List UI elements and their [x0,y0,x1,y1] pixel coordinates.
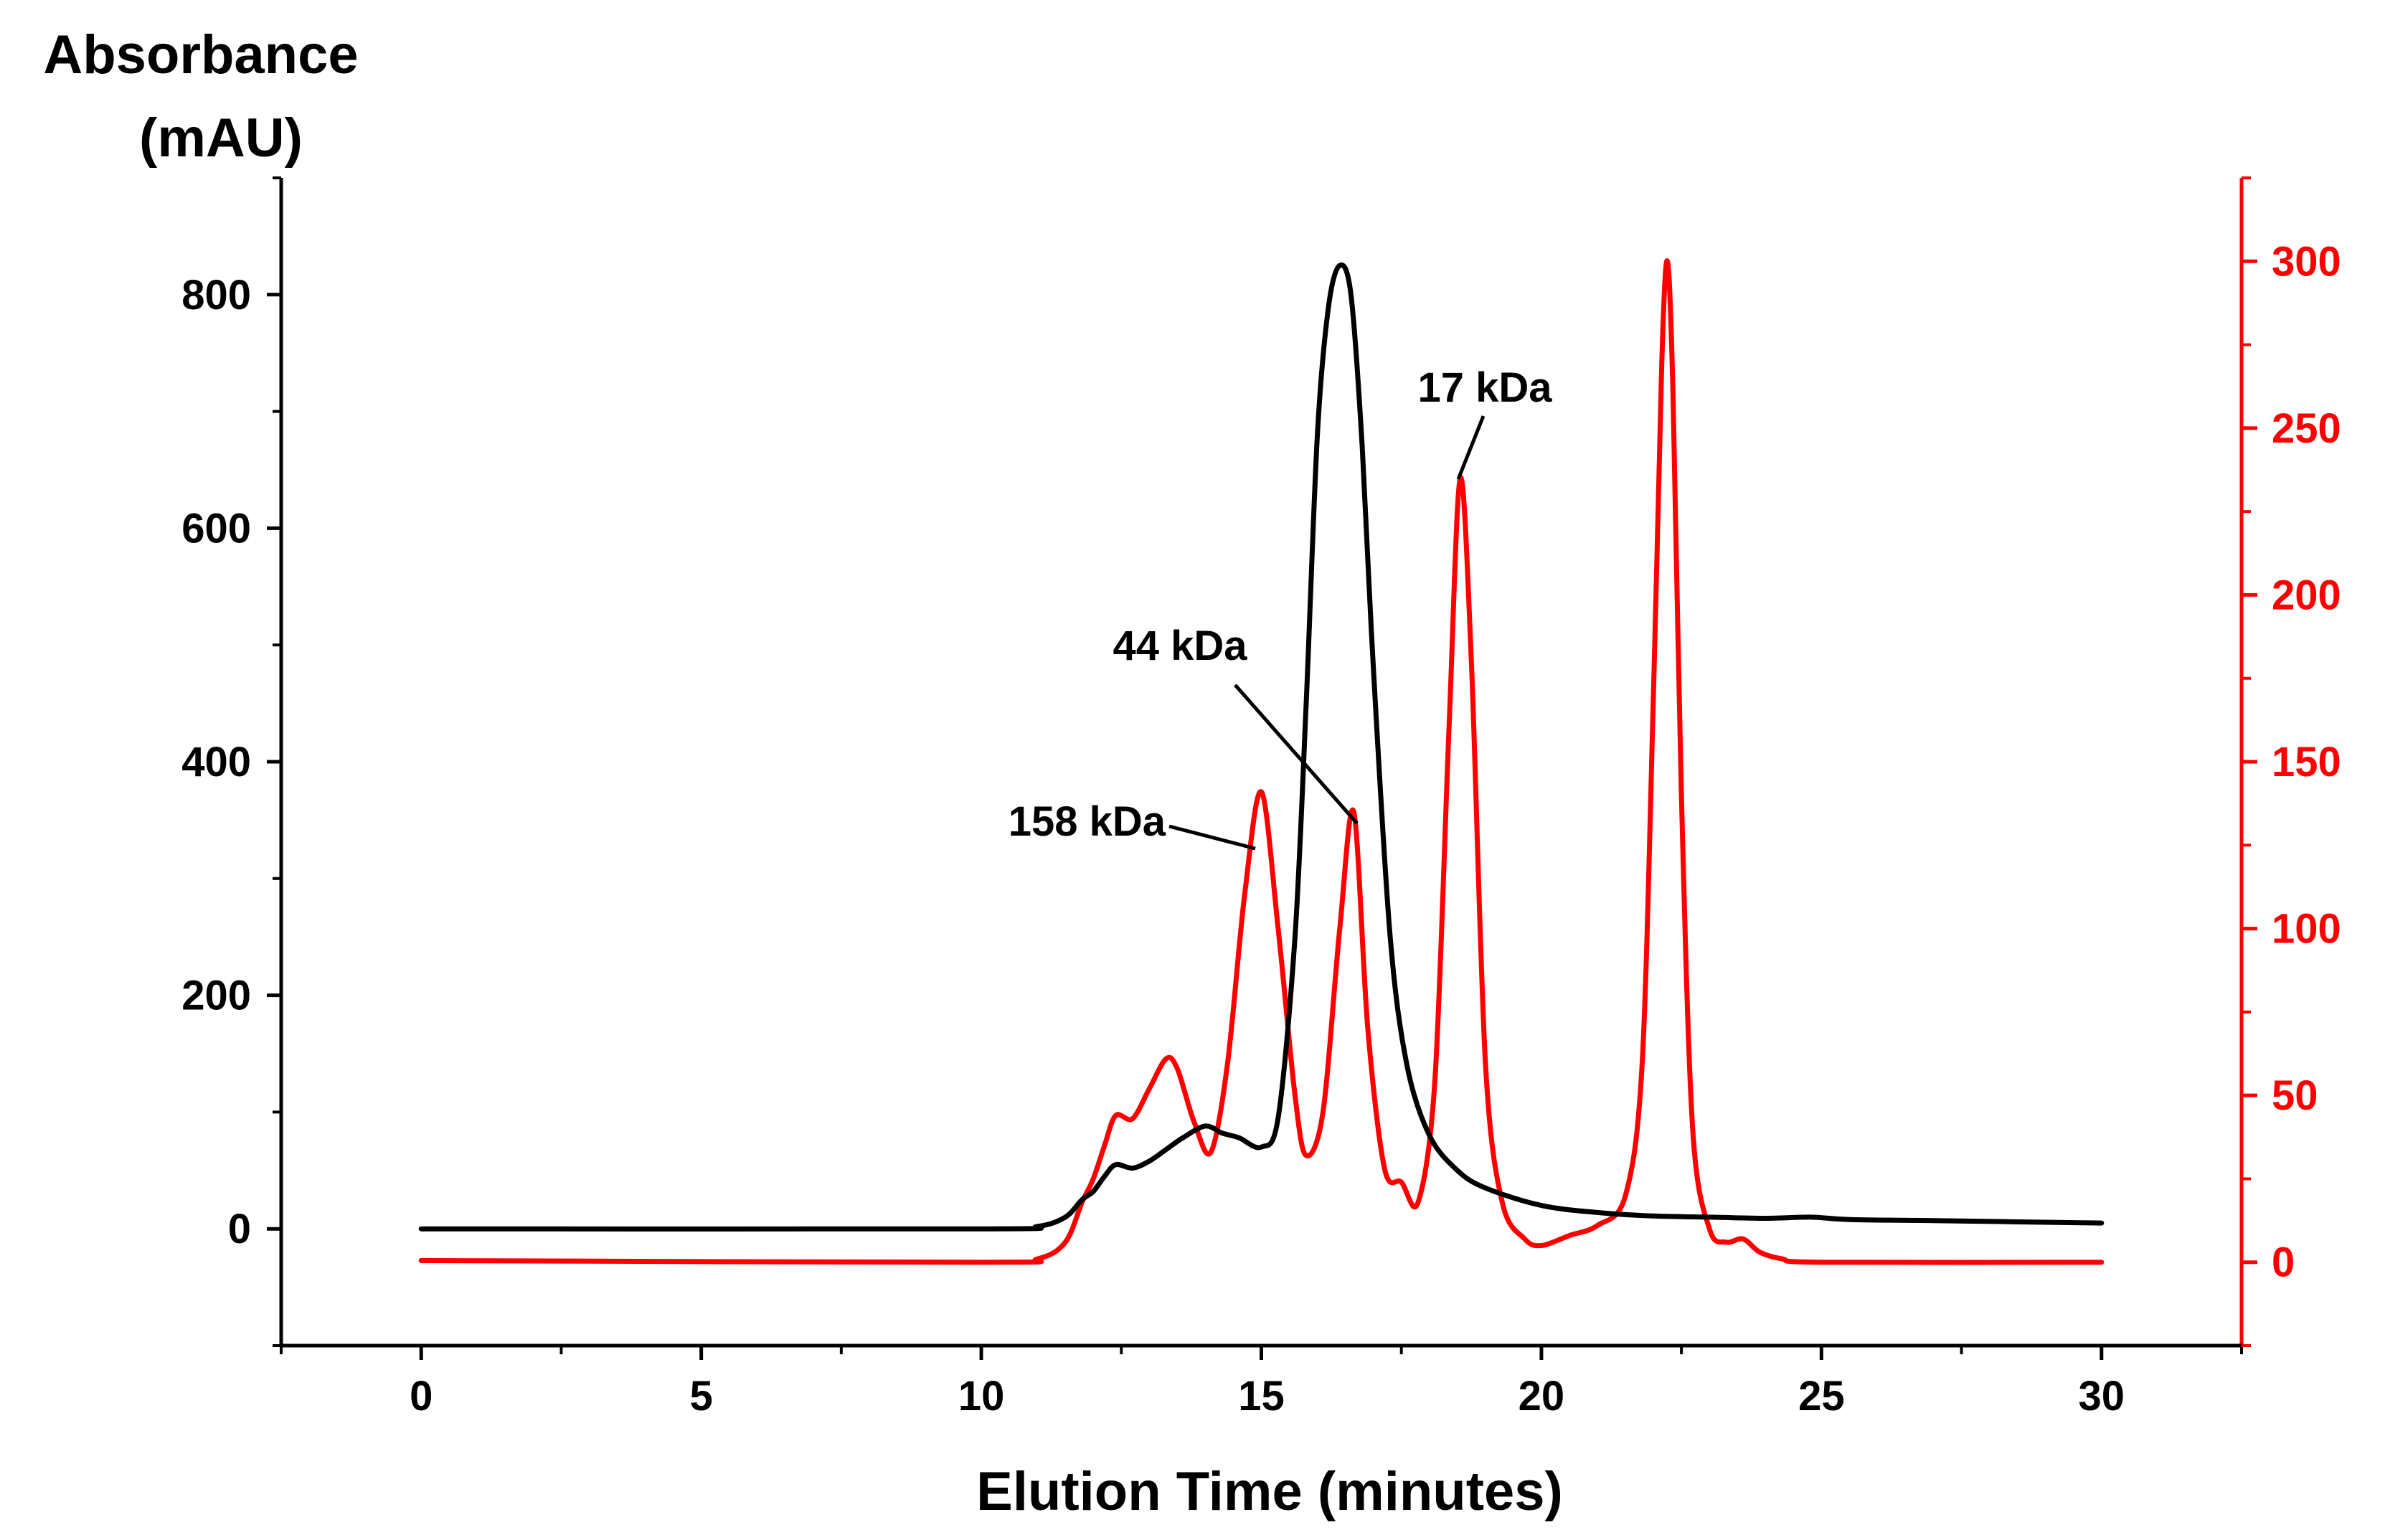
x-tick-label: 10 [958,1373,1005,1419]
x-tick-label: 5 [690,1373,713,1419]
annotation-leader-line [1168,824,1256,851]
left-y-tick-label: 400 [181,739,251,785]
annotation-label: 158 kDa [1009,798,1166,845]
right-y-tick-label: 100 [2272,906,2341,953]
sample-series-line [418,262,2105,1232]
right-y-tick-label: 0 [2272,1239,2295,1286]
axes-layer: 0 5 10 15 20 25 300200400600800050100150200250… [181,176,2341,1419]
x-axis-title: Elution Time (minutes) [976,1461,1563,1522]
annotation-label: 44 kDa [1113,623,1247,669]
right-y-tick-label: 300 [2272,238,2341,285]
left-y-tick-label: 0 [228,1206,251,1252]
x-tick-label: 15 [1238,1373,1285,1419]
left-y-tick-label: 800 [181,272,251,318]
annotation-leader-line [1234,684,1359,825]
label-layer: Absorbance (mAU) Elution Time (minutes) [43,24,1562,1522]
left-y-tick-label: 200 [181,973,251,1019]
annotation-label: 17 kDa [1417,364,1552,411]
y-axis-title-line-2: (mAU) [139,108,303,169]
left-y-tick-label: 600 [181,505,251,552]
y-axis-title-line-1: Absorbance [43,24,358,85]
right-y-tick-label: 200 [2272,572,2341,618]
standard-series-line [418,258,2105,1265]
right-y-tick-label: 150 [2272,739,2341,785]
right-y-tick-label: 50 [2272,1072,2318,1119]
x-tick-label: 20 [1519,1373,1565,1419]
annotation-leader-line [1456,415,1486,480]
series-layer [418,258,2105,1265]
x-tick-label: 30 [2079,1373,2125,1419]
annotation-layer: 158 kDa 44 kDa 17 kDa [1009,364,1552,851]
right-y-tick-label: 250 [2272,405,2341,452]
x-tick-label: 25 [1798,1373,1845,1419]
x-tick-label: 0 [410,1373,433,1419]
